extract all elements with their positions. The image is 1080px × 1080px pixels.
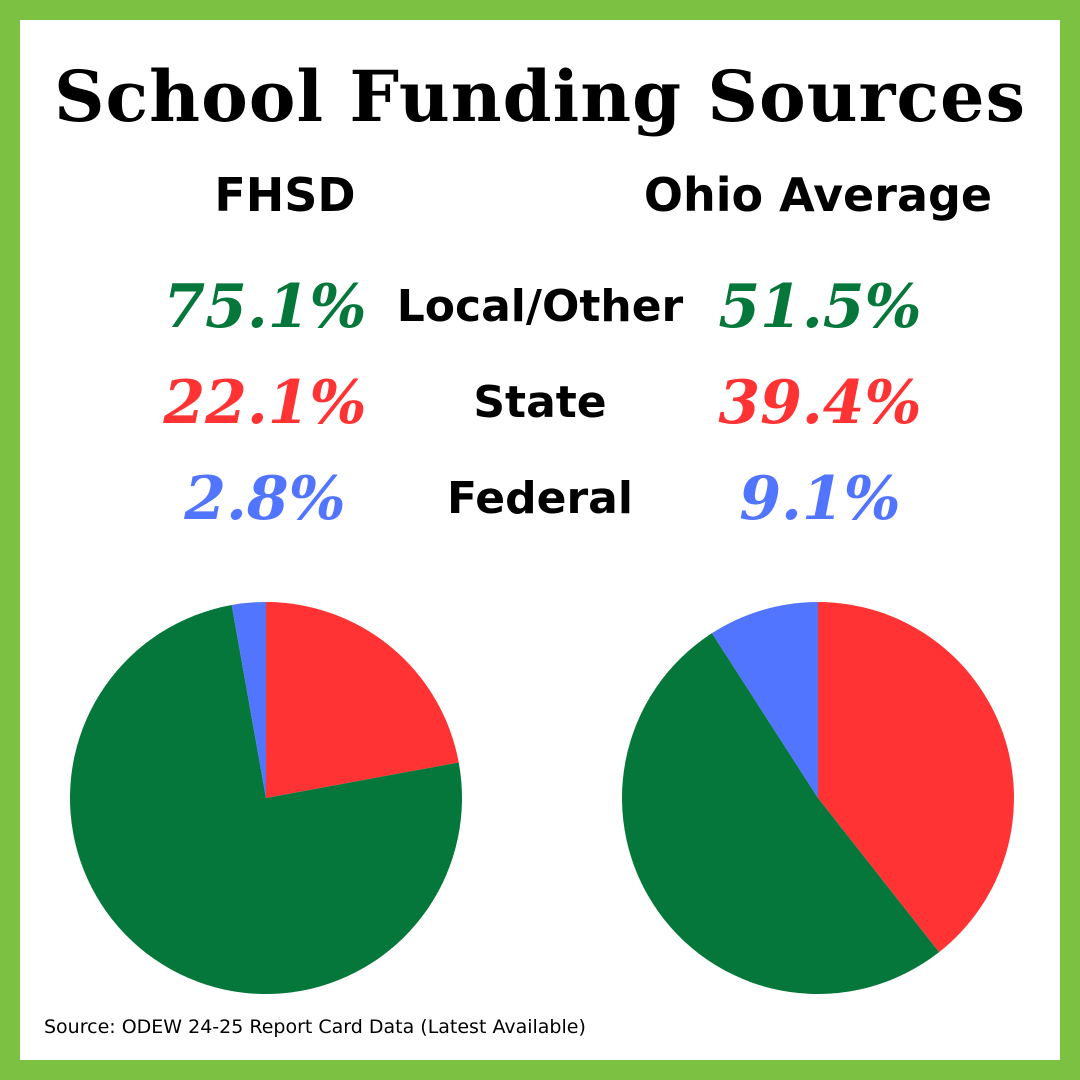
ohio-federal-percent: 9.1% [739, 464, 901, 534]
row-label-state: State [473, 377, 607, 428]
row-label-federal: Federal [447, 473, 633, 524]
ohio-slice-state [818, 602, 1014, 953]
ohio-slice-federal [711, 602, 818, 798]
fhsd-slice-local-other [69, 605, 462, 994]
fhsd-slice-state [266, 602, 459, 798]
fhsd-pie-chart [69, 602, 462, 994]
page-title: School Funding Sources [54, 55, 1026, 138]
column-heading-fhsd: FHSD [214, 168, 356, 222]
ohio-local-percent: 51.5% [718, 272, 922, 342]
ohio-slice-local-other [621, 633, 940, 994]
row-label-local-other: Local/Other [396, 281, 684, 332]
fhsd-state-percent: 22.1% [163, 368, 367, 438]
fhsd-federal-percent: 2.8% [184, 464, 346, 534]
column-heading-ohio-average: Ohio Average [643, 168, 993, 222]
fhsd-local-percent: 75.1% [163, 272, 367, 342]
ohio-state-percent: 39.4% [718, 368, 922, 438]
ohio-average-pie-chart [621, 602, 1014, 994]
fhsd-slice-federal [231, 602, 266, 798]
source-note: Source: ODEW 24-25 Report Card Data (Lat… [44, 1016, 586, 1038]
